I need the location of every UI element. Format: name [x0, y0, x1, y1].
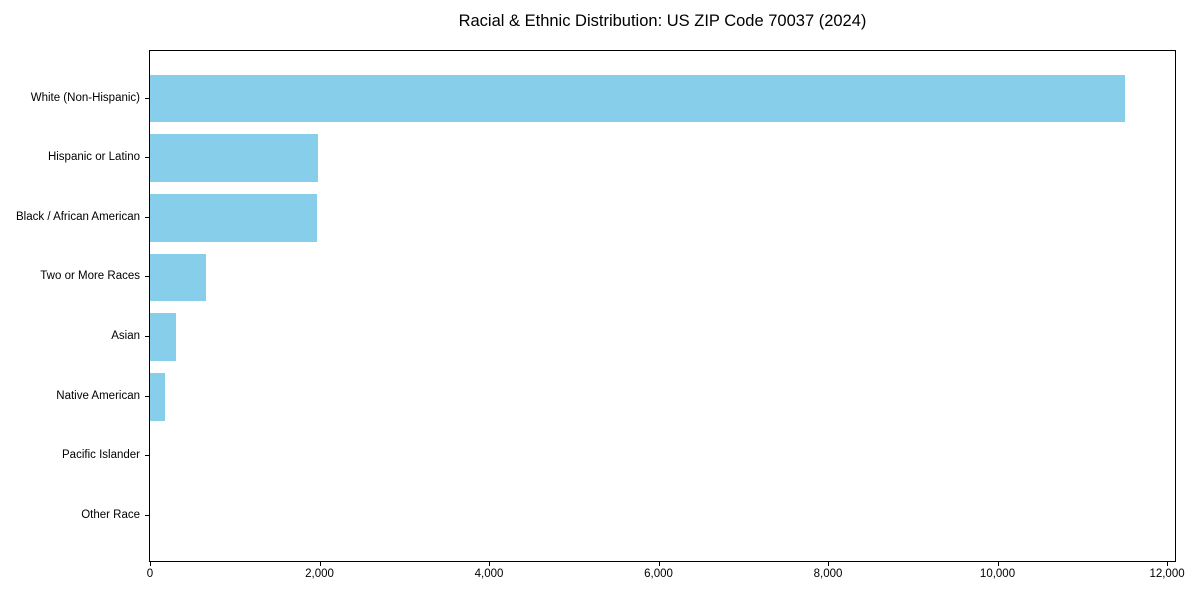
x-tick-mark — [1167, 562, 1169, 566]
x-tick-label: 8,000 — [813, 568, 843, 580]
y-tick-mark — [145, 157, 149, 159]
x-tick-mark — [997, 562, 999, 566]
x-tick-label: 4,000 — [474, 568, 504, 580]
bar-native-american — [150, 372, 166, 421]
x-tick-label: 6,000 — [644, 568, 673, 580]
y-tick-label: Hispanic or Latino — [47, 151, 140, 164]
y-tick-label: Asian — [111, 330, 140, 343]
bar-two-or-more-races — [150, 253, 206, 302]
x-tick-mark — [828, 562, 830, 566]
x-tick-mark — [150, 562, 151, 566]
y-tick-mark — [145, 97, 149, 99]
bar-white-non-hispanic — [150, 74, 1125, 123]
x-tick-label: 10,000 — [979, 568, 1016, 580]
x-tick-mark — [319, 562, 321, 566]
chart-title: Racial & Ethnic Distribution: US ZIP Cod… — [458, 12, 867, 30]
bar-black-african-american — [150, 193, 318, 242]
y-tick-mark — [145, 514, 149, 516]
y-tick-mark — [145, 395, 149, 397]
x-tick-label: 0 — [146, 568, 154, 580]
y-tick-label: Two or More Races — [40, 270, 140, 283]
y-tick-mark — [145, 276, 149, 278]
y-tick-label: Black / African American — [16, 210, 140, 223]
y-tick-label: Pacific Islander — [62, 449, 140, 462]
bar-hispanic-or-latino — [150, 134, 318, 182]
bar-asian — [150, 313, 176, 361]
y-tick-mark — [145, 216, 149, 218]
y-tick-label: White (Non-Hispanic) — [30, 91, 140, 104]
x-tick-mark — [658, 562, 660, 566]
plot-area — [149, 50, 1176, 562]
y-tick-mark — [145, 336, 149, 338]
x-tick-label: 2,000 — [305, 568, 334, 580]
y-tick-label: Other Race — [81, 508, 140, 521]
x-tick-label: 12,000 — [1149, 568, 1185, 580]
y-tick-mark — [145, 455, 149, 457]
y-tick-label: Native American — [56, 389, 140, 402]
x-tick-mark — [489, 562, 490, 566]
